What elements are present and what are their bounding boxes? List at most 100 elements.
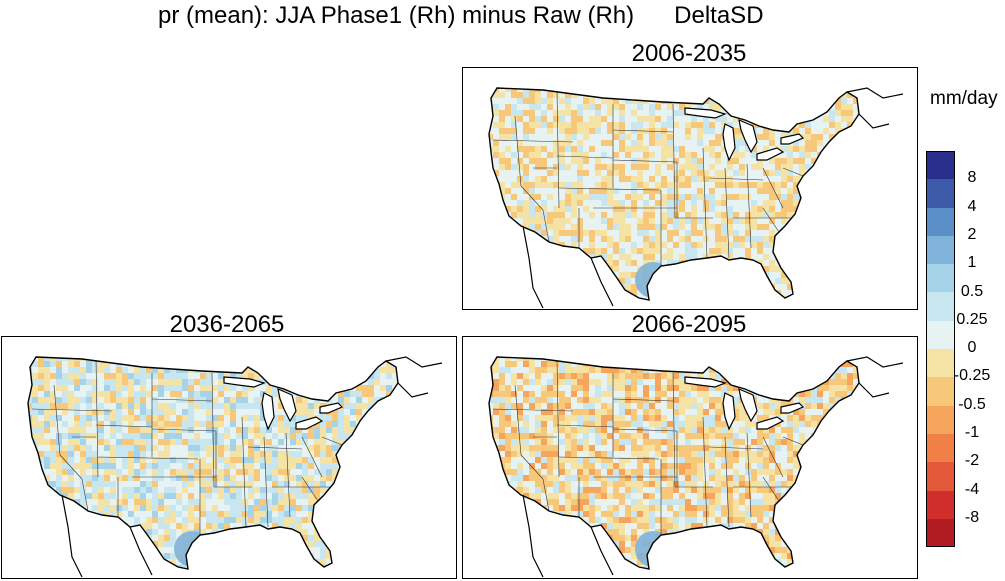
state-border: [285, 432, 291, 518]
state-border: [702, 416, 708, 528]
great-lake: [319, 402, 344, 414]
great-lake: [722, 123, 736, 162]
state-border: [724, 167, 730, 259]
colorbar-tick-label: -0.5: [958, 395, 986, 413]
state-border: [151, 428, 217, 432]
coastline: [488, 87, 860, 301]
neighbor-coastline: [846, 356, 904, 368]
colorbar-tick-label: -0.25: [953, 367, 991, 385]
state-border: [746, 163, 752, 249]
state-border: [672, 372, 676, 488]
colorbar-swatch: [926, 235, 955, 265]
neighbor-coastline: [397, 382, 429, 398]
state-border: [556, 424, 614, 428]
colorbar-tick-label: 1: [967, 254, 977, 272]
state-border: [542, 478, 550, 512]
neighbor-coastline: [522, 225, 544, 309]
colorbar-tick-label: -8: [964, 508, 980, 526]
neighbor-coastline: [846, 87, 904, 99]
state-border: [81, 478, 89, 512]
colorbar-swatch: [926, 349, 955, 378]
great-lake: [261, 392, 275, 431]
state-border: [520, 454, 544, 480]
usa-map: [488, 356, 904, 578]
neighbor-coastline: [129, 526, 153, 576]
colorbar-swatch: [926, 490, 955, 519]
state-border: [321, 436, 343, 446]
map-panel-2006-2035: [462, 67, 918, 310]
panel-title-2066-2095: 2066-2095: [631, 311, 747, 338]
neighbor-coastline: [522, 494, 544, 578]
great-lake: [295, 416, 324, 430]
state-border: [558, 187, 660, 191]
great-lake: [756, 416, 785, 430]
colorbar: [926, 151, 956, 548]
colorbar-tick-label: -2: [964, 452, 980, 470]
state-border: [59, 454, 83, 480]
colorbar-swatch: [926, 377, 955, 406]
state-border: [708, 446, 764, 450]
figure-title: pr (mean): JJA Phase1 (Rh) minus Raw (Rh…: [158, 2, 764, 30]
state-border: [558, 456, 660, 460]
state-border: [211, 372, 215, 488]
neighbor-coastline: [590, 526, 614, 576]
units-label: mm/day: [930, 88, 998, 109]
state-border: [762, 167, 784, 209]
state-border: [31, 408, 113, 412]
state-border: [542, 209, 550, 243]
colorbar-swatch: [926, 433, 955, 463]
state-border: [556, 155, 614, 159]
state-border: [95, 358, 99, 478]
colorbar-tick-label: 4: [967, 197, 977, 215]
neighbor-coastline: [61, 494, 83, 578]
state-border: [782, 167, 804, 177]
great-lake: [780, 133, 805, 145]
colorbar-tick-label: 0: [967, 339, 977, 357]
state-border: [746, 432, 752, 518]
state-border: [782, 436, 804, 446]
precip-field: [489, 88, 859, 300]
great-lake: [223, 376, 266, 388]
map-panel-2066-2095: [462, 336, 918, 579]
state-border: [95, 424, 153, 428]
colorbar-swatch: [926, 292, 955, 321]
state-border: [762, 436, 784, 478]
panel-title-2036-2065: 2036-2065: [169, 311, 285, 338]
state-border: [247, 446, 303, 450]
great-lake: [722, 392, 736, 431]
great-lake: [277, 387, 297, 423]
state-border: [514, 384, 522, 456]
state-border: [612, 428, 678, 432]
colorbar-swatch: [926, 320, 955, 350]
colorbar-swatch: [926, 405, 955, 434]
colorbar-tick-label: 8: [967, 169, 977, 187]
colorbar-swatch: [926, 264, 955, 293]
colorbar-swatch: [926, 518, 955, 548]
colorbar-tick-label: 0.25: [956, 310, 988, 328]
state-border: [301, 436, 323, 478]
state-border: [702, 147, 708, 259]
state-border: [724, 436, 730, 528]
state-border: [241, 416, 247, 528]
state-border: [492, 408, 574, 412]
great-lake: [738, 118, 758, 154]
state-border: [97, 456, 199, 460]
state-border: [612, 159, 678, 163]
neighbor-coastline: [858, 382, 890, 398]
colorbar-swatch: [926, 179, 955, 208]
state-border: [672, 103, 676, 219]
great-lake: [684, 107, 727, 119]
great-lake: [780, 402, 805, 414]
colorbar-tick-label: -4: [964, 480, 980, 498]
state-border: [556, 358, 560, 478]
great-lake: [756, 147, 785, 161]
neighbor-coastline: [858, 113, 890, 129]
state-border: [492, 139, 574, 143]
state-border: [612, 398, 674, 402]
map-panel-2036-2065: [1, 336, 457, 579]
colorbar-swatch: [926, 207, 955, 236]
panel-title-2006-2035: 2006-2035: [631, 40, 747, 67]
great-lake: [684, 376, 727, 388]
coastline: [488, 356, 860, 570]
colorbar-swatch: [926, 462, 955, 491]
